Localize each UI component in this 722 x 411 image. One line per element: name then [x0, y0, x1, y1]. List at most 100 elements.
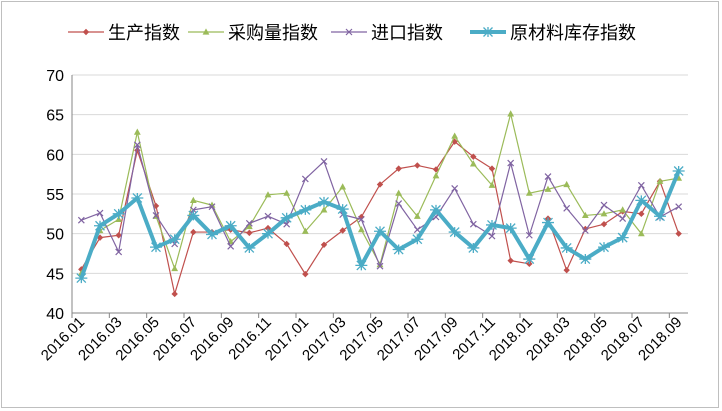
- data-point: [355, 260, 368, 271]
- data-point: [525, 189, 533, 196]
- data-point: [616, 232, 629, 243]
- data-point: [392, 244, 405, 255]
- data-point: [581, 211, 589, 219]
- data-point: [451, 185, 459, 192]
- data-point: [171, 290, 178, 298]
- data-point: [411, 234, 424, 245]
- legend-marker: [345, 28, 353, 36]
- data-point: [563, 204, 571, 212]
- data-point: [488, 232, 496, 240]
- series-line: [80, 141, 680, 295]
- chart-series: [75, 110, 685, 298]
- data-point: [115, 232, 122, 239]
- y-axis-tick-labels: 40 45 50 55 60 65 70: [46, 68, 64, 323]
- data-point: [656, 177, 664, 184]
- data-point: [187, 210, 200, 221]
- data-point: [600, 201, 608, 209]
- data-point: [395, 200, 403, 207]
- data-point: [224, 220, 237, 231]
- data-point: [283, 220, 291, 228]
- y-tick-label: 50: [46, 227, 64, 244]
- data-point: [635, 195, 648, 206]
- data-point: [469, 220, 477, 228]
- chart-legend: 生产指数 采购量指数 进口指数 原材料库存指数: [68, 23, 636, 43]
- data-point: [133, 128, 141, 135]
- x-axis-tick-labels: 2016.012016.032016.052016.072016.092016.…: [38, 314, 686, 364]
- data-point: [470, 153, 477, 160]
- data-point: [486, 219, 498, 230]
- legend-label: 原材料库存指数: [510, 23, 636, 43]
- data-point: [414, 162, 421, 169]
- data-point: [262, 228, 274, 239]
- data-point: [432, 172, 440, 179]
- data-point: [376, 181, 384, 188]
- data-point: [448, 227, 461, 238]
- data-point: [208, 201, 216, 208]
- series-3: [77, 141, 683, 270]
- data-point: [395, 165, 402, 172]
- data-point: [525, 231, 533, 239]
- data-point: [301, 227, 309, 234]
- data-point: [469, 160, 477, 167]
- data-point: [189, 206, 197, 214]
- data-point: [637, 181, 645, 189]
- legend-item: 采购量指数: [188, 23, 318, 43]
- data-point: [115, 248, 123, 256]
- data-point: [413, 226, 421, 234]
- data-point: [579, 254, 592, 265]
- legend-item: 生产指数: [68, 23, 180, 43]
- data-point: [654, 211, 666, 222]
- data-point: [430, 204, 442, 215]
- data-point: [96, 209, 104, 217]
- data-point: [619, 215, 627, 223]
- data-point: [544, 173, 552, 180]
- data-point: [283, 189, 291, 196]
- data-point: [227, 242, 235, 250]
- data-point: [264, 191, 272, 198]
- y-tick-label: 65: [46, 108, 64, 125]
- series-2: [77, 110, 683, 276]
- data-point: [672, 165, 685, 176]
- data-point: [357, 215, 365, 223]
- data-point: [77, 216, 85, 224]
- legend-marker: [82, 28, 90, 36]
- data-point: [112, 208, 125, 219]
- chart-axes: [71, 75, 688, 318]
- legend-item: 原材料库存指数: [470, 23, 636, 43]
- y-tick-label: 40: [46, 306, 64, 323]
- data-point: [299, 204, 312, 215]
- data-point: [189, 196, 197, 203]
- data-point: [488, 165, 496, 172]
- data-point: [507, 159, 515, 167]
- data-point: [245, 219, 253, 227]
- y-tick-label: 60: [46, 147, 64, 164]
- data-point: [544, 185, 552, 192]
- y-tick-label: 45: [46, 266, 64, 283]
- data-point: [152, 202, 160, 210]
- legend-item: 进口指数: [331, 23, 443, 43]
- data-point: [374, 226, 386, 237]
- y-tick-label: 70: [46, 68, 64, 85]
- data-point: [413, 212, 421, 219]
- data-point: [488, 181, 496, 188]
- data-point: [504, 223, 517, 234]
- data-point: [560, 242, 573, 253]
- data-point: [542, 217, 554, 228]
- data-point: [190, 228, 197, 236]
- data-point: [598, 242, 610, 253]
- series-line: [81, 144, 679, 267]
- data-point: [318, 196, 330, 207]
- data-point: [94, 220, 106, 231]
- data-point: [131, 192, 144, 203]
- legend-marker: [202, 28, 210, 35]
- data-point: [283, 240, 290, 248]
- data-point: [280, 212, 293, 223]
- data-point: [168, 234, 181, 245]
- data-point: [206, 229, 218, 240]
- data-point: [152, 211, 160, 219]
- data-point: [150, 242, 162, 253]
- legend-marker: [482, 27, 494, 37]
- data-point: [96, 234, 104, 241]
